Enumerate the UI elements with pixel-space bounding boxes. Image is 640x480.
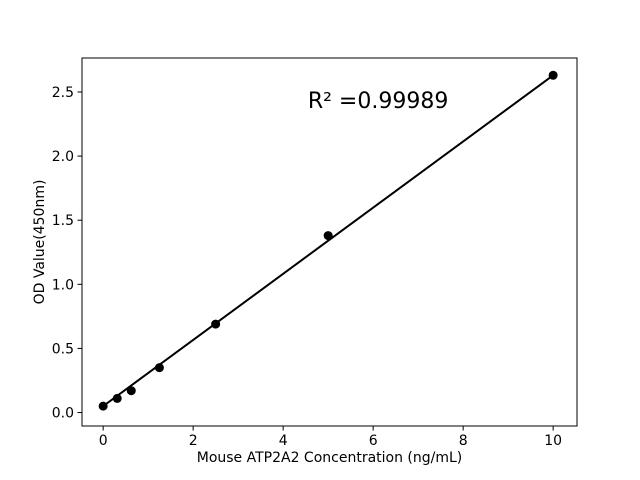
y-tick-label: 1.0 xyxy=(52,277,74,293)
data-series xyxy=(98,70,558,411)
x-tick-label: 6 xyxy=(369,433,378,449)
data-point xyxy=(211,319,221,329)
x-axis-ticks: 0 2 4 6 8 10 xyxy=(99,426,562,449)
y-tick-label: 1.5 xyxy=(52,213,74,229)
y-tick-label: 0.5 xyxy=(52,341,74,357)
data-point xyxy=(98,401,108,411)
x-tick-label: 10 xyxy=(544,433,562,449)
data-point xyxy=(112,393,122,403)
fit-line xyxy=(102,74,555,408)
x-tick-label: 4 xyxy=(279,433,288,449)
x-tick-label: 0 xyxy=(99,433,108,449)
r-squared-annotation: R² =0.99989 xyxy=(308,89,449,114)
y-axis-label: OD Value(450nm) xyxy=(32,180,48,305)
y-tick-label: 2.0 xyxy=(52,149,74,165)
y-tick-label: 2.5 xyxy=(52,85,74,101)
x-axis-label: Mouse ATP2A2 Concentration (ng/mL) xyxy=(197,450,463,466)
data-point xyxy=(323,231,333,241)
y-tick-label: 0.0 xyxy=(52,406,74,422)
x-tick-label: 2 xyxy=(189,433,198,449)
x-tick-label: 8 xyxy=(459,433,468,449)
data-point xyxy=(154,363,164,373)
y-axis-ticks: 0.0 0.5 1.0 1.5 2.0 2.5 xyxy=(52,85,82,422)
data-point xyxy=(548,70,558,80)
data-point xyxy=(126,386,136,396)
